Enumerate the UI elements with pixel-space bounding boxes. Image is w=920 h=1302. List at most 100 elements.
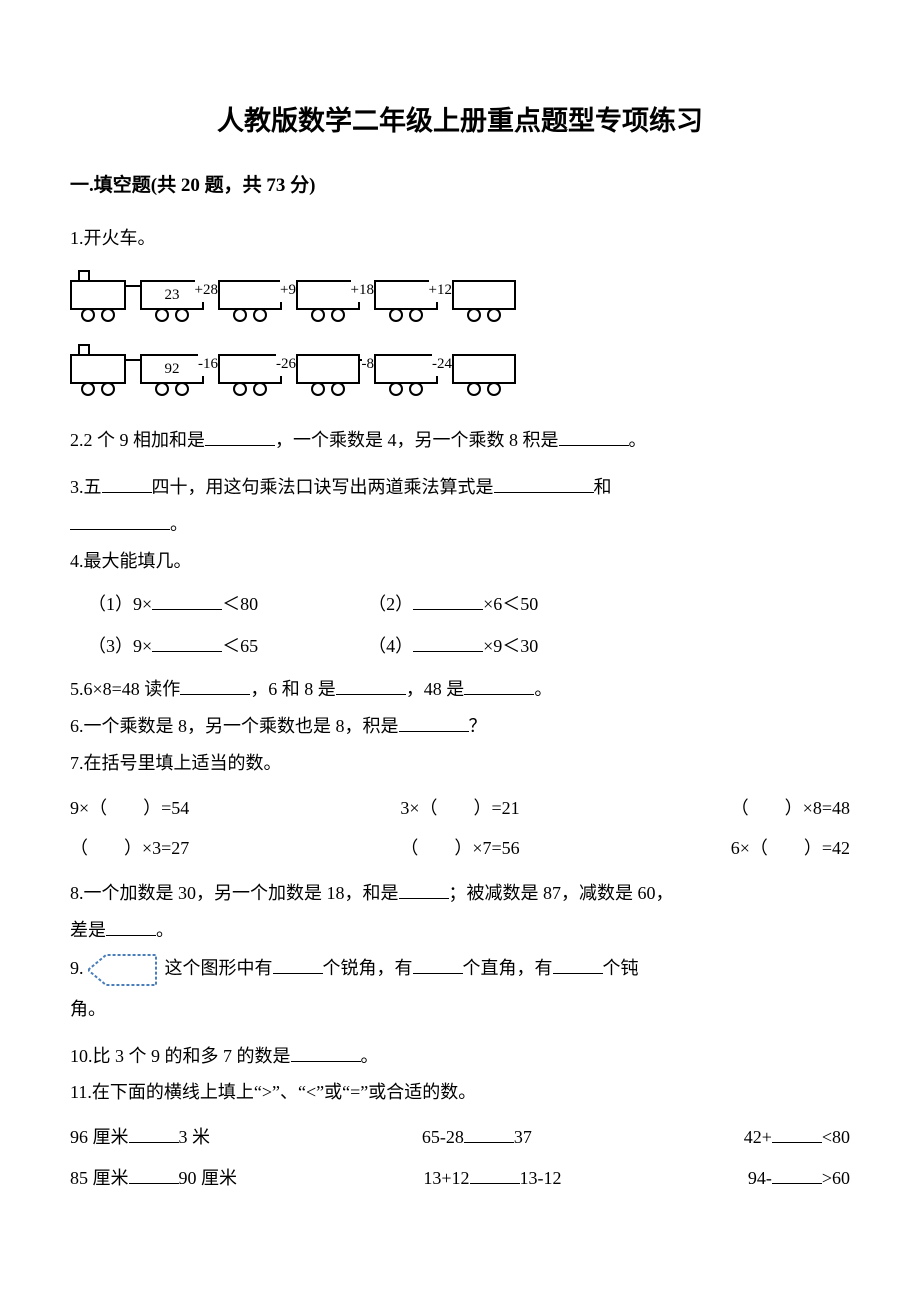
q3-cont: 。 [70, 510, 850, 539]
q11-r1-a2: 3 米 [179, 1127, 211, 1147]
train-op-label: -8 [362, 352, 375, 376]
q5-d: 。 [534, 679, 552, 699]
blank[interactable] [399, 881, 449, 899]
train-op-label: +12 [429, 278, 452, 302]
train-car [452, 280, 516, 322]
q11-r1-c1: 42+ [744, 1127, 772, 1147]
blank[interactable] [336, 677, 406, 695]
q9-cont: 角。 [70, 995, 850, 1024]
train-engine [70, 344, 126, 396]
q3-text-a: 3.五 [70, 477, 102, 497]
q4-3-a: （3）9× [88, 636, 152, 656]
q10-b: 。 [361, 1046, 379, 1066]
q4-row2: （3）9×＜65 （4）×9＜30 [70, 632, 850, 661]
q8-d: 。 [156, 920, 174, 940]
blank[interactable] [106, 918, 156, 936]
q11-r2-b1: 13+12 [423, 1168, 469, 1188]
train-car: +18 [296, 280, 360, 322]
q7-label: 7.在括号里填上适当的数。 [70, 749, 850, 778]
blank[interactable] [70, 512, 170, 530]
train-car: +9 [218, 280, 282, 322]
blank[interactable] [129, 1125, 179, 1143]
q4-1-b: ＜80 [222, 594, 258, 614]
q1-label: 1.开火车。 [70, 224, 850, 253]
train-op-label: -24 [432, 352, 452, 376]
blank[interactable] [152, 634, 222, 652]
blank[interactable] [291, 1044, 361, 1062]
blank[interactable] [772, 1166, 822, 1184]
q4-label: 4.最大能填几。 [70, 547, 850, 576]
page-title: 人教版数学二年级上册重点题型专项练习 [70, 100, 850, 143]
q3: 3.五 四十，用这句乘法口诀写出两道乘法算式是 和 [70, 473, 850, 502]
q9-e: 个钝 [603, 958, 639, 978]
q6-a: 6.一个乘数是 8，另一个乘数也是 8，积是 [70, 716, 399, 736]
q9-d: 个直角，有 [463, 958, 553, 978]
blank[interactable] [553, 956, 603, 974]
q4-2-a: （2） [368, 594, 413, 614]
blank[interactable] [180, 677, 250, 695]
blank[interactable] [413, 956, 463, 974]
q11-r1-b2: 37 [514, 1127, 532, 1147]
q3-text-b: 四十，用这句乘法口诀写出两道乘法算式是 [152, 477, 494, 497]
q8: 8.一个加数是 30，另一个加数是 18，和是 ；被减数是 87，减数是 60， [70, 879, 850, 908]
q9-c: 个锐角，有 [323, 958, 413, 978]
q4-2-b: ×6＜50 [483, 594, 538, 614]
q11-r2-a2: 90 厘米 [179, 1168, 238, 1188]
q11-label: 11.在下面的横线上填上“>”、“<”或“=”或合适的数。 [70, 1078, 850, 1107]
q11-row2: 85 厘米90 厘米 13+1213-12 94->60 [70, 1164, 850, 1193]
blank[interactable] [129, 1166, 179, 1184]
q5: 5.6×8=48 读作 ，6 和 8 是 ，48 是 。 [70, 675, 850, 704]
blank[interactable] [399, 714, 469, 732]
train-row-2: 92 -16 -26 -8 -24 [70, 344, 850, 396]
q8-a: 8.一个加数是 30，另一个加数是 18，和是 [70, 883, 399, 903]
train-car: -24 [374, 354, 438, 396]
blank[interactable] [494, 475, 594, 493]
train-op-label: -26 [276, 352, 296, 376]
train-car: -8 [296, 354, 360, 396]
blank[interactable] [102, 475, 152, 493]
blank[interactable] [464, 1125, 514, 1143]
q4-4-a: （4） [368, 636, 413, 656]
blank[interactable] [772, 1125, 822, 1143]
q2-text-c: 。 [629, 430, 647, 450]
q5-b: ，6 和 8 是 [250, 679, 336, 699]
q11-r1-b1: 65-28 [422, 1127, 464, 1147]
blank[interactable] [413, 634, 483, 652]
train-op-label: -16 [198, 352, 218, 376]
blank[interactable] [152, 592, 222, 610]
q11-row1: 96 厘米3 米 65-2837 42+<80 [70, 1123, 850, 1152]
train-op-label: +18 [351, 278, 374, 302]
blank[interactable] [205, 428, 275, 446]
train-engine [70, 270, 126, 322]
q4-row1: （1）9×＜80 （2）×6＜50 [70, 590, 850, 619]
blank[interactable] [464, 677, 534, 695]
q8-b: ；被减数是 87，减数是 60， [449, 883, 674, 903]
q5-a: 5.6×8=48 读作 [70, 679, 180, 699]
q8-c: 差是 [70, 920, 106, 940]
blank[interactable] [559, 428, 629, 446]
q11-r2-b2: 13-12 [520, 1168, 562, 1188]
q4-4-b: ×9＜30 [483, 636, 538, 656]
blank[interactable] [413, 592, 483, 610]
q7-r2-2: （ ）×7=56 [400, 834, 519, 863]
pentagon-icon [88, 953, 160, 987]
train-car: +12 [374, 280, 438, 322]
blank[interactable] [470, 1166, 520, 1184]
q3-text-d: 。 [170, 514, 188, 534]
q8-cont: 差是 。 [70, 916, 850, 945]
q9: 9. 这个图形中有个锐角，有个直角，有个钝 [70, 953, 850, 987]
section-header: 一.填空题(共 20 题，共 73 分) [70, 171, 850, 201]
q11-r2-c2: >60 [822, 1168, 850, 1188]
q9-a: 9. [70, 958, 84, 978]
q11-r1-a1: 96 厘米 [70, 1127, 129, 1147]
q3-text-c: 和 [594, 477, 612, 497]
blank[interactable] [273, 956, 323, 974]
train-op-label: +9 [280, 278, 296, 302]
q2-text-a: 2.2 个 9 相加和是 [70, 430, 205, 450]
q6-b: ？ [469, 716, 487, 736]
train-car: -26 [218, 354, 282, 396]
q5-c: ，48 是 [406, 679, 465, 699]
q2-text-b: ，一个乘数是 4，另一个乘数 8 积是 [275, 430, 559, 450]
train-car-start: 23 +28 [140, 280, 204, 322]
q6: 6.一个乘数是 8，另一个乘数也是 8，积是 ？ [70, 712, 850, 741]
